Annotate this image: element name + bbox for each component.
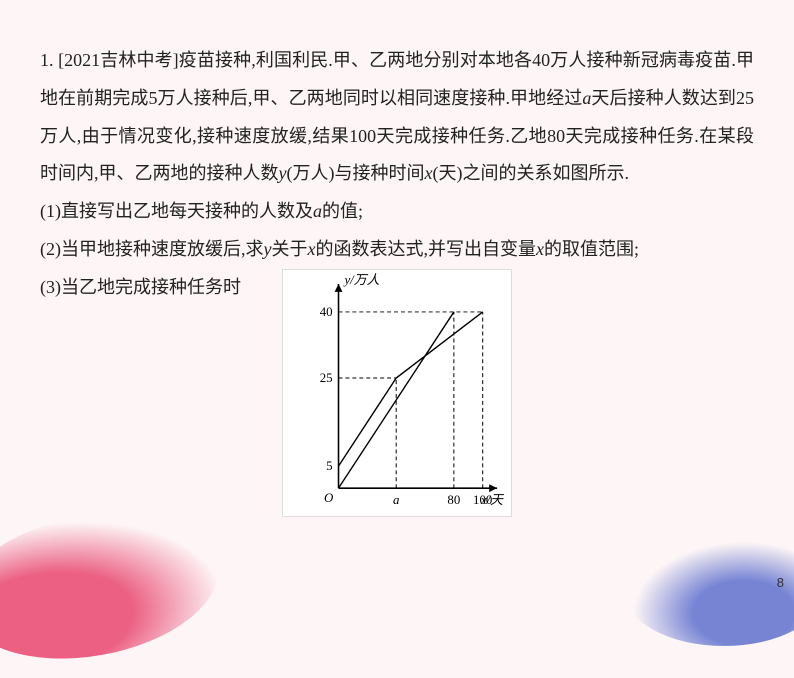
- question-2: (2)当甲地接种速度放缓后,求y关于x的函数表达式,并写出自变量x的取值范围;: [40, 231, 754, 269]
- svg-text:O: O: [324, 491, 333, 505]
- decoration-bottom-right: [624, 536, 794, 646]
- problem-number: 1.: [40, 50, 54, 70]
- var-a: a: [582, 88, 591, 108]
- svg-text:5: 5: [326, 459, 332, 473]
- problem-text: 1. [2021吉林中考]疫苗接种,利国利民.甲、乙两地分别对本地各40万人接种…: [40, 42, 754, 193]
- svg-text:x/天: x/天: [480, 493, 504, 507]
- svg-text:y/万人: y/万人: [342, 273, 379, 287]
- decoration-bottom-left: [0, 494, 230, 677]
- svg-text:a: a: [393, 493, 399, 507]
- problem-source: [2021吉林中考]: [58, 50, 179, 70]
- svg-text:80: 80: [447, 493, 460, 507]
- svg-text:40: 40: [320, 304, 333, 318]
- var-x: x: [425, 163, 433, 183]
- question-1: (1)直接写出乙地每天接种的人数及a的值;: [40, 193, 754, 231]
- svg-text:25: 25: [320, 371, 333, 385]
- page-number: 8: [777, 575, 784, 590]
- var-y: y: [279, 163, 287, 183]
- vaccine-chart: 52540a80100Oy/万人x/天: [282, 269, 512, 517]
